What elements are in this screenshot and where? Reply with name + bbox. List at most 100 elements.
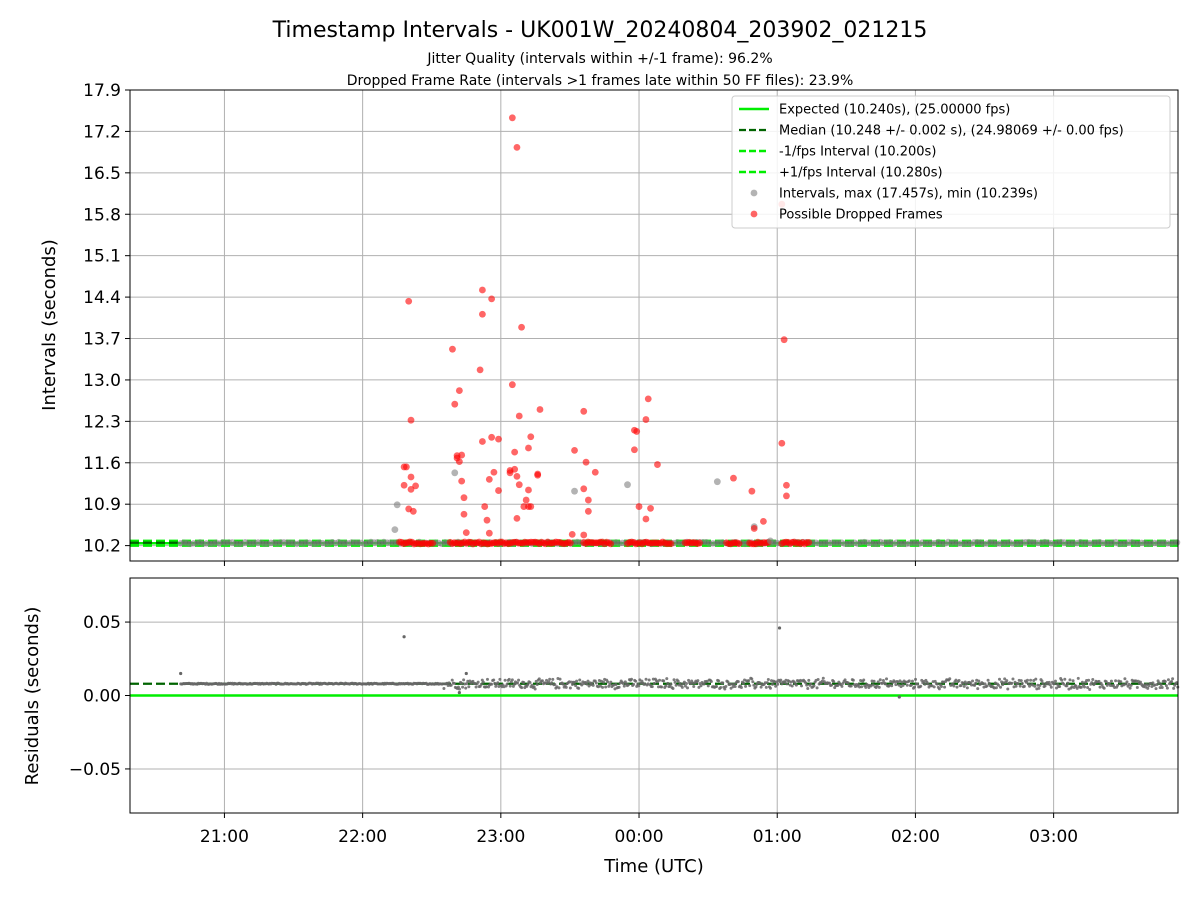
residual-point: [1037, 686, 1041, 690]
residual-point: [726, 680, 730, 684]
residual-point: [864, 685, 868, 689]
residual-point: [507, 677, 511, 681]
residual-point: [650, 685, 654, 689]
interval-point: [451, 469, 459, 477]
residual-point: [777, 626, 782, 630]
residual-point: [637, 684, 641, 688]
residual-point: [467, 685, 471, 689]
residual-point: [794, 683, 798, 687]
residual-point: [983, 682, 987, 686]
residual-point: [666, 681, 670, 685]
residual-point: [1159, 683, 1163, 687]
legend-label: Median (10.248 +/- 0.002 s), (24.98069 +…: [779, 124, 1124, 139]
dropped-frame-point: [635, 503, 643, 510]
residual-point: [634, 679, 638, 683]
dropped-frame-point: [458, 451, 466, 459]
residual-point: [680, 685, 684, 689]
residual-point: [655, 680, 659, 684]
residual-point: [1087, 678, 1091, 682]
top-y-axis-ticks: 10.2 10.9 11.6 12.3 13.0 13.7 14.4 15.1 15.8 16.5…: [83, 81, 130, 557]
residual-point: [843, 678, 847, 682]
residual-point: [1165, 686, 1169, 690]
residual-point: [717, 679, 721, 683]
bottom-y-tick-label: 0.00: [83, 687, 121, 707]
top-y-tick-label: 15.1: [83, 247, 121, 267]
residual-point: [575, 679, 579, 683]
legend-swatch: [750, 210, 758, 218]
residual-point: [485, 677, 489, 681]
residual-point: [800, 684, 804, 688]
residual-point: [1088, 687, 1092, 691]
dropped-frame-point: [631, 446, 638, 454]
top-y-tick-label: 11.6: [83, 454, 121, 474]
residual-point: [494, 684, 498, 688]
residual-point: [402, 635, 406, 639]
dropped-frame-point: [522, 496, 530, 504]
dropped-frame-point: [462, 529, 470, 536]
dropped-frame-point: [513, 143, 521, 151]
residual-point: [733, 684, 737, 688]
top-y-axis-label: Intervals (seconds): [39, 239, 60, 411]
residual-point: [522, 680, 526, 684]
residual-point: [464, 686, 468, 690]
residual-point: [957, 678, 961, 682]
top-plot-frame: [129, 89, 1179, 562]
dropped-frame-point: [642, 416, 650, 423]
dropped-frame-point: [407, 416, 415, 424]
x-tick-label: 23:00: [476, 827, 525, 847]
residual-point: [1170, 680, 1174, 684]
residual-point: [1114, 679, 1118, 683]
residual-point: [1060, 678, 1064, 682]
residual-point: [179, 671, 183, 676]
residual-point: [585, 682, 589, 686]
residual-point: [986, 678, 990, 682]
residual-point: [1003, 677, 1007, 681]
dropped-frame-point: [479, 286, 486, 294]
residual-point: [1171, 677, 1175, 681]
residual-point: [601, 685, 605, 689]
residual-point: [1049, 685, 1053, 689]
residual-point: [871, 683, 875, 687]
residual-point: [962, 684, 966, 688]
dropped-frame-point: [495, 435, 502, 443]
top-y-tick-label: 13.7: [83, 330, 121, 350]
residual-point: [476, 680, 480, 684]
residual-point: [1053, 679, 1057, 683]
residual-point: [897, 695, 901, 699]
bottom-residual-points: [179, 626, 1180, 699]
residual-point: [1086, 686, 1090, 690]
top-y-tick-label: 10.2: [83, 537, 121, 557]
residual-point: [647, 678, 651, 682]
dropped-frame-point: [584, 496, 592, 504]
residual-point: [696, 679, 700, 683]
residual-point: [457, 690, 461, 695]
residual-point: [658, 678, 662, 682]
residual-point: [564, 685, 568, 689]
residual-point: [751, 680, 755, 684]
dropped-frame-point: [508, 114, 516, 122]
residual-point: [1006, 687, 1010, 691]
dropped-frame-point: [696, 539, 704, 547]
dropped-frame-point: [783, 481, 790, 489]
residual-point: [550, 681, 554, 685]
residual-point: [964, 682, 968, 686]
residual-point: [812, 684, 816, 688]
dropped-frame-point: [568, 530, 576, 538]
residual-point: [630, 677, 634, 681]
x-axis-label: Time (UTC): [603, 856, 704, 877]
interval-point: [624, 481, 631, 489]
residual-point: [932, 685, 936, 689]
residual-point: [881, 678, 885, 682]
residual-point: [1164, 684, 1168, 688]
dropped-frame-point: [571, 446, 578, 454]
residual-point: [1076, 676, 1080, 680]
residual-point: [1082, 685, 1086, 689]
residual-point: [479, 682, 483, 686]
bottom-y-tick-label: −0.05: [69, 760, 121, 780]
dropped-frame-point: [591, 468, 599, 476]
top-y-tick-label: 14.4: [83, 288, 121, 308]
residual-point: [671, 686, 675, 690]
residual-point: [1010, 681, 1014, 685]
dropped-frame-point: [485, 475, 493, 483]
residual-point: [951, 682, 955, 686]
